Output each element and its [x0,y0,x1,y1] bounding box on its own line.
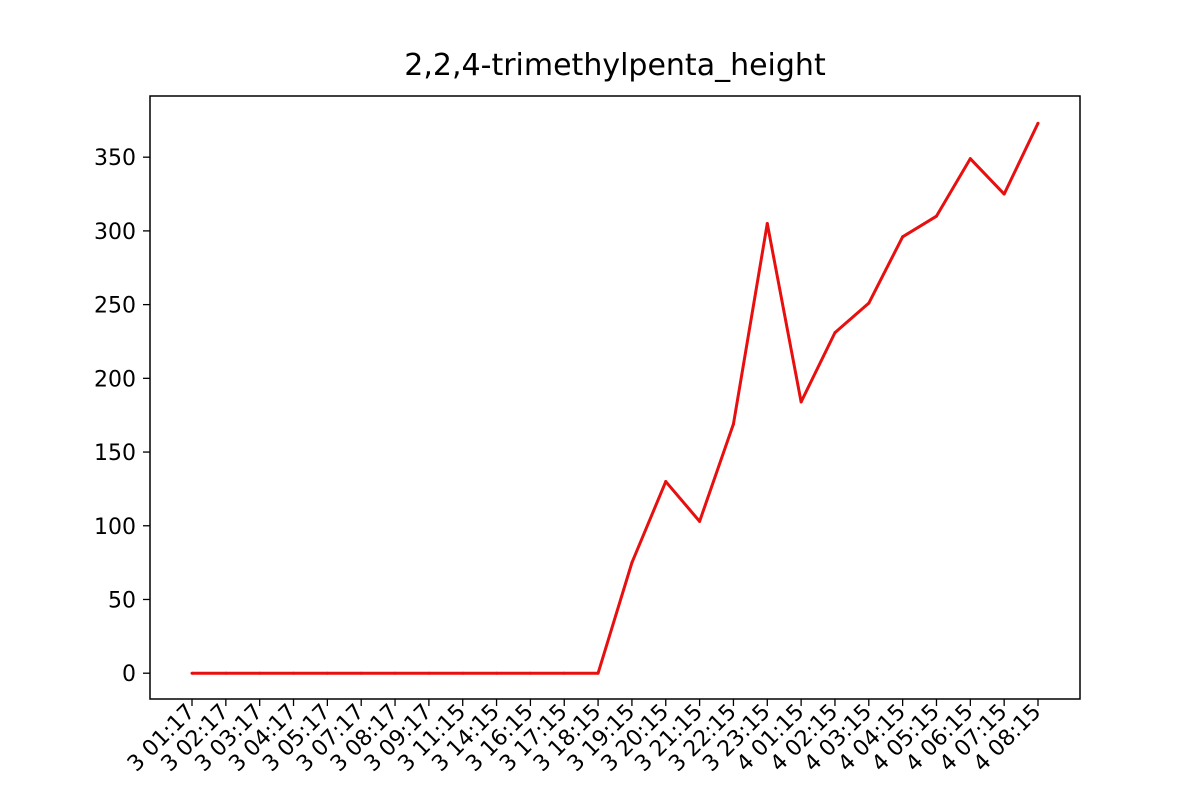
data-point [292,671,296,675]
data-point [427,671,431,675]
y-tick-label: 150 [94,441,136,466]
data-point [528,671,532,675]
data-point [393,671,397,675]
series-layer [190,121,1040,675]
data-point [1002,192,1006,196]
data-point [934,214,938,218]
data-point [867,301,871,305]
data-point [1036,121,1040,125]
data-point [359,671,363,675]
y-tick-label: 300 [94,220,136,245]
data-point [562,671,566,675]
x-axis: 3 01:173 02:173 03:173 04:173 05:173 07:… [123,699,1046,777]
y-tick-label: 0 [122,662,136,687]
y-tick-label: 200 [94,367,136,392]
data-point [325,671,329,675]
data-point [258,671,262,675]
data-point [495,671,499,675]
data-point [698,519,702,523]
data-point [731,422,735,426]
y-tick-label: 350 [94,146,136,171]
data-point [224,671,228,675]
y-axis: 0 50 100 150 200 250 300 350 [94,146,150,687]
data-point [630,561,634,565]
plot-area-frame [149,95,1081,700]
data-point [190,671,194,675]
chart-title: 2,2,4-trimethylpenta_height [404,48,826,83]
y-tick-label: 50 [108,588,136,613]
series-line [192,122,1040,675]
data-point [664,480,668,484]
data-point [833,331,837,335]
y-tick-label: 250 [94,294,136,319]
data-point [461,671,465,675]
data-point [765,222,769,226]
y-tick-label: 100 [94,515,136,540]
data-point [596,671,600,675]
data-point [968,157,972,161]
data-point [901,235,905,239]
data-point [799,400,803,404]
